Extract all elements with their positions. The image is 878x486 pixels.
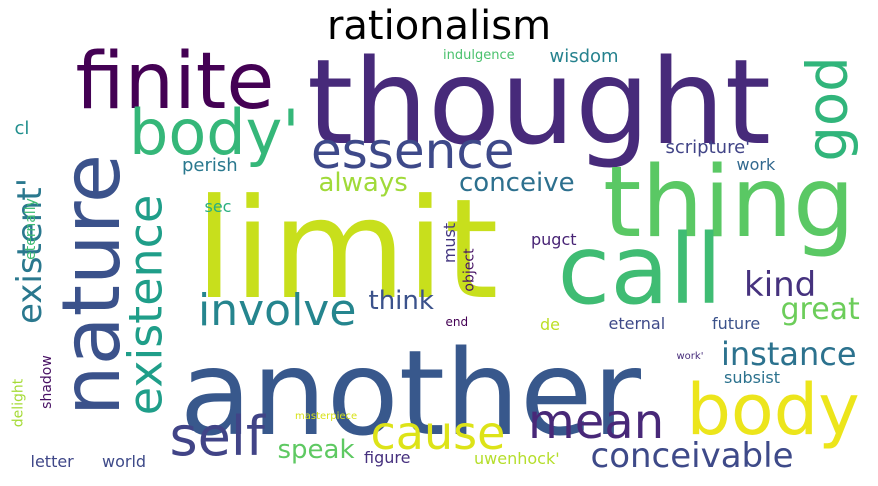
word-10: existence	[117, 194, 172, 416]
word-31: must	[440, 222, 460, 264]
word-35: sec	[204, 197, 232, 216]
word-23: speak	[277, 435, 355, 465]
word-48: indulgence	[443, 47, 515, 63]
word-28: future	[712, 314, 761, 333]
word-45: de	[540, 315, 560, 334]
word-13: self	[169, 405, 265, 468]
word-43: uwenhock'	[474, 449, 560, 468]
word-7: finite	[75, 37, 275, 127]
word-4: thing	[603, 146, 856, 260]
word-34: perish	[182, 155, 238, 176]
word-47: work'	[676, 351, 704, 362]
word-33: wisdom	[549, 46, 619, 67]
word-2: another	[179, 324, 641, 462]
word-3: thought	[307, 33, 771, 171]
word-16: involve	[198, 285, 357, 336]
word-39: shadow	[38, 355, 55, 409]
word-40: letter	[30, 452, 74, 471]
word-19: kind	[744, 265, 817, 305]
word-42: figure	[364, 448, 411, 467]
word-41: world	[102, 452, 147, 471]
word-44: eternal	[608, 314, 666, 333]
word-36: eternally	[22, 198, 39, 260]
word-26: scripture'	[665, 137, 751, 158]
word-14: cause	[370, 406, 506, 460]
word-6: call	[557, 214, 723, 326]
word-12: god	[795, 56, 861, 162]
word-38: delight	[9, 378, 26, 428]
word-21: great	[780, 292, 860, 327]
word-37: cl	[14, 118, 30, 139]
word-25: always	[318, 168, 408, 198]
word-22: think	[368, 286, 434, 316]
word-29: subsist	[724, 368, 781, 387]
word-1: limit	[195, 169, 499, 330]
word-20: instance	[721, 335, 857, 373]
word-15: mean	[528, 394, 665, 450]
word-32: object	[461, 248, 478, 292]
word-8: body'	[129, 96, 300, 169]
word-46: end	[445, 315, 469, 329]
page-title: rationalism	[326, 3, 552, 49]
word-11: essence	[311, 122, 515, 180]
word-18: conceivable	[590, 436, 794, 476]
word-27: work	[736, 155, 776, 174]
word-30: pugct	[531, 230, 577, 249]
word-9: body	[686, 369, 860, 451]
word-24: conceive	[459, 168, 575, 198]
word-49: masterpiece	[295, 411, 358, 422]
